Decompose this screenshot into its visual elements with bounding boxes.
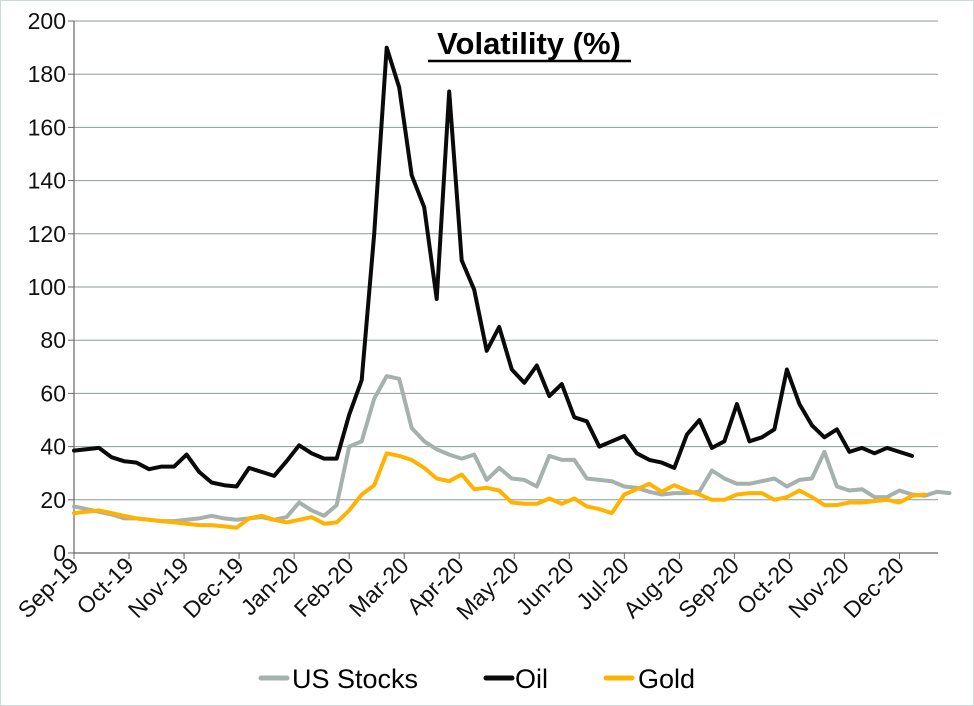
y-tick-label: 140 xyxy=(28,168,66,194)
x-tick-label: Aug-20 xyxy=(618,552,689,623)
y-tick-label: 200 xyxy=(28,8,66,34)
gridlines xyxy=(74,20,938,501)
x-tick-label: Nov-19 xyxy=(123,552,194,623)
y-tick-label: 40 xyxy=(40,434,66,460)
x-tick-label: Sep-20 xyxy=(673,552,744,623)
x-tick-label: Jan-20 xyxy=(236,552,304,620)
y-tick-label: 20 xyxy=(40,487,66,513)
y-tick-label: 180 xyxy=(28,61,66,87)
legend-label-oil: Oil xyxy=(515,664,548,694)
x-tick-label: Sep-19 xyxy=(13,552,84,623)
x-tick-label: Nov-20 xyxy=(783,552,854,623)
series-lines xyxy=(72,45,952,530)
y-tick-label: 80 xyxy=(40,327,66,353)
x-tick-label: Dec-19 xyxy=(178,552,249,623)
x-tick-label: May-20 xyxy=(451,552,524,625)
x-tick-label: Jun-20 xyxy=(511,552,579,620)
y-tick-label: 0 xyxy=(53,540,66,566)
legend: US Stocks Oil Gold xyxy=(258,664,695,694)
x-tick-label: Mar-20 xyxy=(344,552,414,622)
legend-label-gold: Gold xyxy=(638,664,695,694)
series-line-us-stocks xyxy=(72,374,952,524)
series-line-oil xyxy=(72,45,914,489)
series-line-gold xyxy=(72,451,927,530)
x-tick-label: Feb-20 xyxy=(289,552,359,622)
y-tick-label: 100 xyxy=(28,274,66,300)
axes: 020406080100120140160180200Sep-19Oct-19N… xyxy=(13,8,938,625)
chart-title-group: Volatility (%) xyxy=(428,26,631,63)
y-tick-label: 160 xyxy=(28,114,66,140)
y-tick-label: 60 xyxy=(40,380,66,406)
x-tick-label: Dec-20 xyxy=(838,552,909,623)
chart-title: Volatility (%) xyxy=(437,26,621,61)
legend-label-us-stocks: US Stocks xyxy=(292,664,418,694)
y-tick-label: 120 xyxy=(28,221,66,247)
